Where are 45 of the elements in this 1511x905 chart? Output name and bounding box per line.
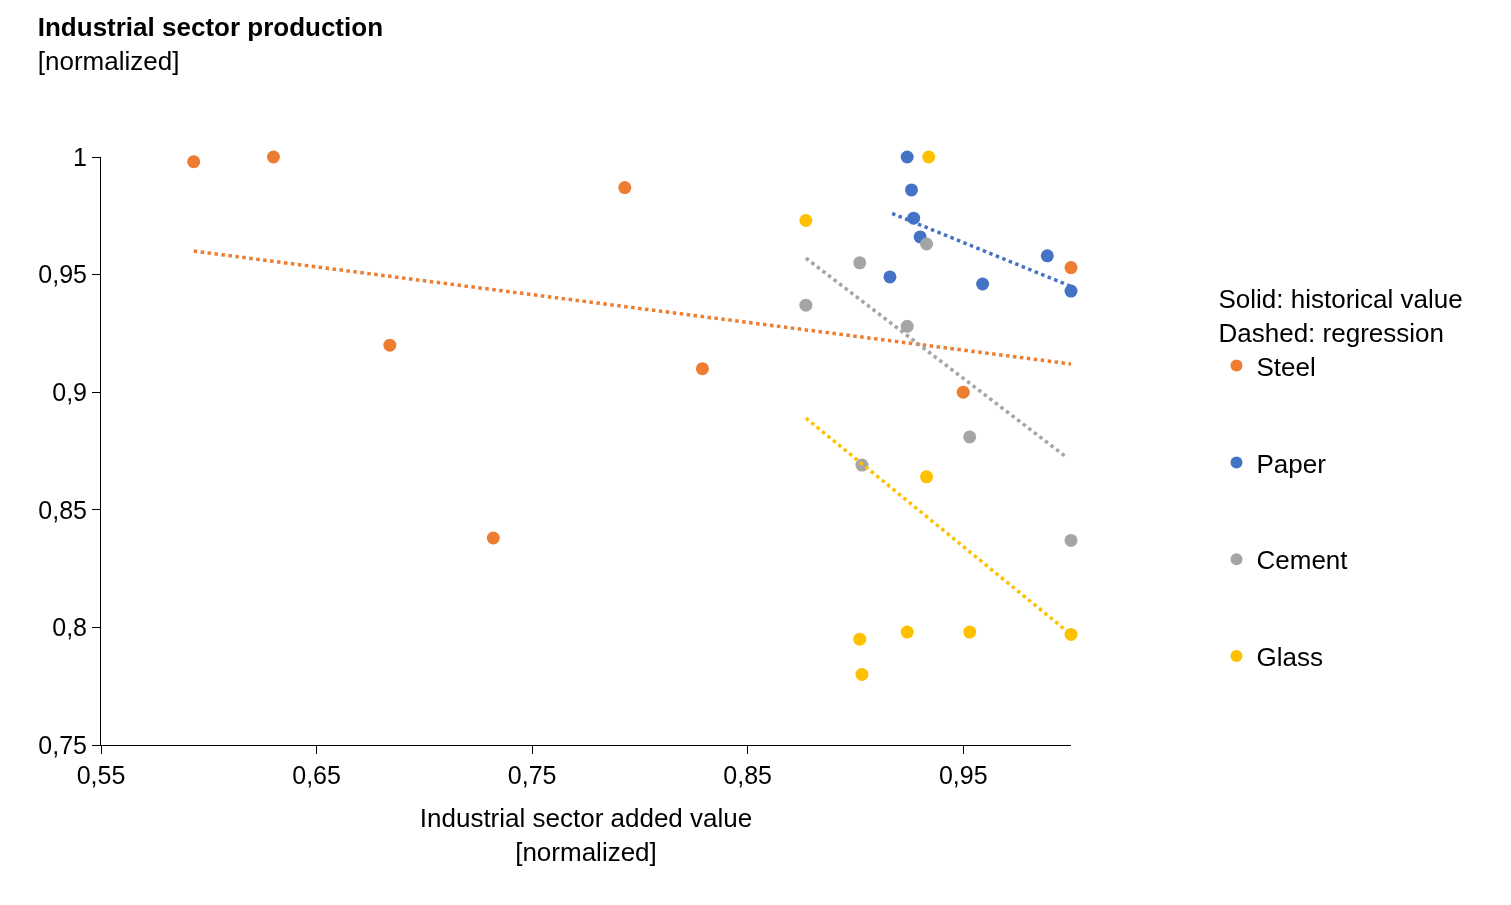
y-tick-label: 0,9 [52,377,87,406]
legend-title: Solid: historical value Dashed: regression [1218,284,1463,349]
x-tick-label: 0,95 [938,761,988,789]
x-axis-title: Industrial sector added value [normalized] [419,802,753,867]
point [853,256,867,270]
y-tick-label: 0,75 [38,730,87,759]
x-tick-label: 0,85 [723,761,773,789]
point [383,338,397,352]
x-tick-label: 0,65 [292,761,341,789]
y-tick-label: 0,95 [38,260,87,289]
point [695,362,709,376]
point [618,181,632,195]
point [920,470,934,484]
legend-label: Steel [1256,351,1316,382]
point [486,531,500,545]
point [853,632,867,646]
point [1064,533,1078,547]
x-tick-label: 0,55 [76,761,126,789]
legend-label: Glass [1256,642,1323,673]
point [963,625,977,639]
chart-title: Industrial sector production [37,12,384,43]
point [883,270,897,284]
point [900,150,914,164]
point [1064,261,1078,275]
point [956,385,970,399]
point [187,155,201,169]
point [855,667,869,681]
point [963,430,977,444]
y-tick-label: 0,85 [38,495,87,524]
point [920,237,934,251]
point [900,319,914,333]
x-tick-label: 0,75 [507,761,557,789]
point [976,277,990,291]
point [799,298,813,312]
point [799,214,813,227]
point [922,150,936,164]
point [1040,249,1054,263]
point [266,150,280,164]
y-tick-label: 1 [73,142,87,171]
point [905,183,918,197]
legend-label: Paper [1256,448,1327,479]
point [900,625,914,639]
legend-label: Cement [1256,545,1349,576]
y-tick-label: 0,8 [52,613,87,642]
chart-subtitle: [normalized] [37,46,180,76]
